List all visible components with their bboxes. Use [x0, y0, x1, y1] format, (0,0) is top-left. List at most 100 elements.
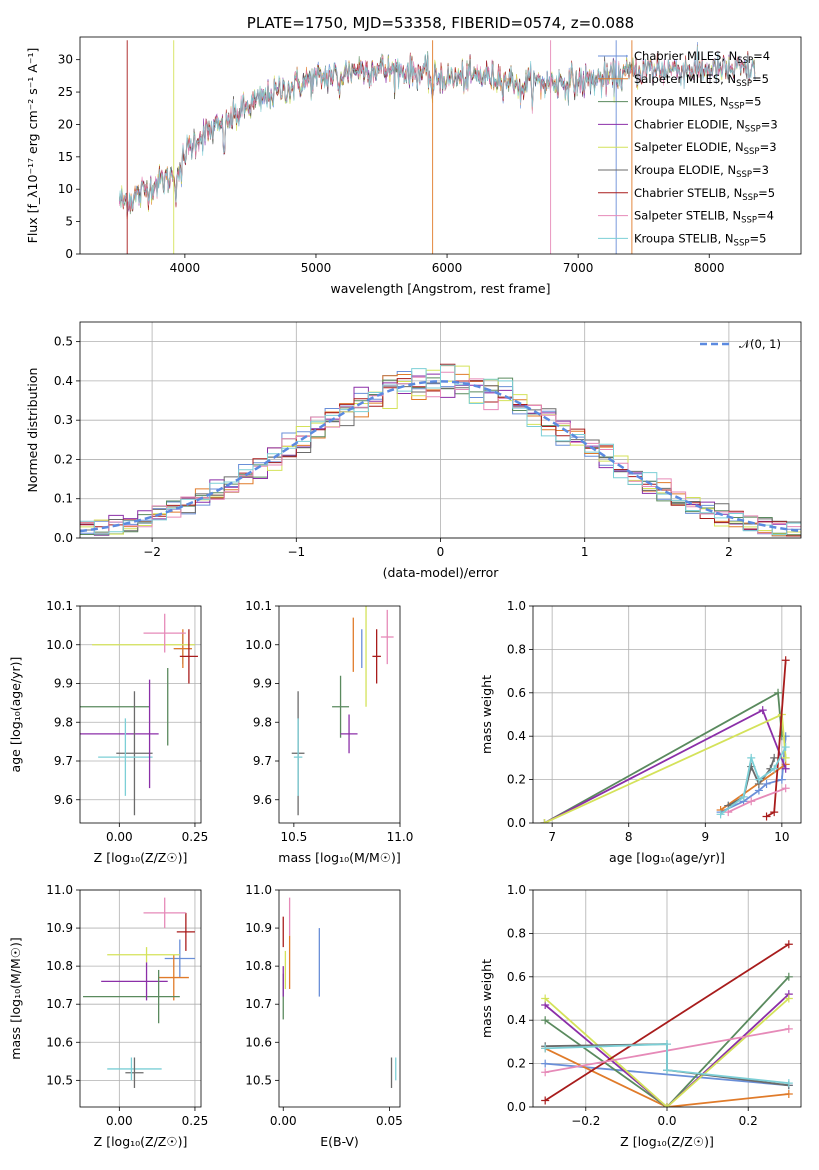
y-tick-label: 0.0: [507, 1100, 526, 1114]
weight-vs-Z-frame: [532, 889, 802, 1108]
weight-vs-Z-series: [541, 940, 793, 1107]
histograms: [80, 363, 801, 537]
x-tick-label: 10.5: [281, 830, 308, 844]
y-tick-label: 0.4: [507, 1013, 526, 1027]
y-tick-label: 0.0: [54, 531, 73, 545]
legend-subscript: SSP: [729, 102, 745, 112]
legend-label: Salpeter MILES, NSSP=5: [634, 72, 769, 89]
x-tick-label: 1: [581, 545, 589, 559]
weight-marker: [663, 1040, 671, 1049]
x-axis-label: mass [log₁₀(M/M☉)]: [278, 850, 400, 865]
y-tick-label: 10.9: [46, 921, 73, 935]
x-tick-label: 10: [774, 830, 789, 844]
weight-marker: [762, 812, 771, 821]
y-tick-label: 0: [65, 247, 73, 261]
y-tick-label: 9.9: [253, 677, 272, 691]
legend-value: =3: [760, 140, 777, 154]
y-tick-label: 0.4: [507, 729, 526, 743]
x-tick-label: 9: [701, 830, 709, 844]
legend-label: Salpeter STELIB, NSSP=4: [634, 209, 774, 226]
weight-marker: [770, 808, 779, 817]
legend-label: Kroupa STELIB, NSSP=5: [634, 231, 766, 248]
weight-series-1: [544, 1047, 789, 1107]
weight-marker: [770, 764, 779, 773]
age-vs-Z-frame: [79, 605, 202, 824]
y-tick-label: 10.0: [46, 638, 73, 652]
mass-vs-Z-points: [83, 897, 195, 1088]
y-tick-label: 10.6: [245, 1035, 272, 1049]
x-tick-label: 0.00: [106, 1114, 133, 1128]
y-axis-label: mass weight: [479, 675, 494, 754]
weight-marker: [663, 1103, 671, 1107]
legend-value: =5: [749, 231, 766, 245]
x-tick-label: 7000: [563, 261, 594, 275]
chart-title: PLATE=1750, MJD=53358, FIBERID=0574, z=0…: [247, 14, 634, 32]
y-tick-label: 10.1: [46, 599, 73, 613]
y-tick-label: 0.2: [507, 773, 526, 787]
y-tick-label: 30: [58, 53, 73, 67]
y-tick-label: 10.0: [245, 638, 272, 652]
weight-vs-age-frame: [532, 605, 802, 824]
weight-marker: [781, 753, 790, 762]
x-tick-label: 0.25: [182, 830, 209, 844]
weight-marker: [784, 940, 793, 949]
x-tick-label: 8: [625, 830, 633, 844]
weight-marker: [541, 1068, 550, 1077]
weight-vs-age-axes: [529, 605, 801, 827]
x-axis-label: age [log₁₀(age/yr)]: [609, 850, 725, 865]
y-tick-label: 5: [65, 215, 73, 229]
histogram-series-8: [80, 364, 801, 536]
weight-marker: [541, 994, 550, 1003]
weight-marker: [784, 1024, 793, 1033]
spectrum-frame: [79, 36, 802, 255]
weight-series-2: [544, 976, 790, 1107]
weight-marker: [774, 688, 783, 697]
legend-subscript: SSP: [742, 193, 758, 203]
weight-marker: [781, 784, 790, 793]
weight-marker: [781, 656, 790, 665]
y-axis-label: mass [log₁₀(M/M☉)]: [8, 937, 23, 1059]
y-tick-label: 0.8: [507, 642, 526, 656]
weight-marker: [762, 779, 771, 788]
legend-value: =3: [761, 117, 778, 131]
y-tick-label: 0.2: [507, 1057, 526, 1071]
spectrum-lines: [118, 40, 756, 254]
legend-label: Chabrier MILES, NSSP=4: [634, 49, 770, 66]
x-tick-label: 0.0: [657, 1114, 676, 1128]
weight-marker: [784, 972, 793, 981]
weight-marker: [784, 1079, 793, 1088]
weight-marker: [540, 819, 549, 823]
weight-marker: [716, 810, 725, 819]
legend-subscript: SSP: [734, 238, 750, 248]
weight-marker: [758, 706, 767, 715]
weight-series-0: [720, 736, 787, 813]
weight-marker: [541, 1096, 550, 1105]
y-tick-label: 9.6: [253, 793, 272, 807]
x-tick-label: 7: [548, 830, 556, 844]
age-vs-mass-frame: [278, 605, 401, 824]
weight-marker: [784, 994, 793, 1003]
y-tick-label: 9.9: [54, 677, 73, 691]
residuals-frame: [79, 321, 802, 539]
legend-subscript: SSP: [736, 79, 752, 89]
y-tick-label: 9.8: [54, 715, 73, 729]
y-tick-label: 25: [58, 85, 73, 99]
x-tick-label: 2: [725, 545, 733, 559]
weight-marker: [541, 1059, 550, 1068]
weight-marker: [770, 753, 779, 762]
x-tick-label: 0.05: [376, 1114, 403, 1128]
weight-series-4: [544, 997, 790, 1107]
weight-vs-Z-axes: [529, 889, 801, 1111]
weight-marker: [754, 775, 763, 784]
legend-subscript: SSP: [737, 56, 753, 66]
weight-marker: [781, 764, 790, 773]
y-tick-label: 10.8: [46, 959, 73, 973]
y-tick-label: 10.5: [245, 1073, 272, 1087]
x-tick-label: 0.2: [739, 1114, 758, 1128]
y-tick-label: 10.7: [46, 997, 73, 1011]
y-tick-label: 9.6: [54, 793, 73, 807]
weight-series-8: [545, 1043, 789, 1084]
y-tick-label: 10.1: [245, 599, 272, 613]
weight-series-8: [720, 746, 787, 816]
y-tick-label: 10.8: [245, 959, 272, 973]
